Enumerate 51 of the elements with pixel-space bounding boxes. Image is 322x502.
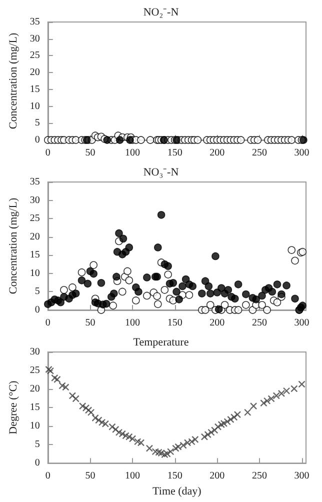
y-tick-label: 35	[30, 16, 40, 28]
x-tick-label: 150	[167, 470, 182, 482]
y-axis-title: Degree (°C)	[8, 380, 20, 434]
y-tick-label: 15	[30, 84, 40, 95]
y-tick-label: 20	[30, 231, 40, 242]
x-tick-label: 100	[125, 148, 140, 158]
y-axis-title: Concentration (mg/L)	[8, 32, 20, 130]
y-tick-label: 25	[30, 50, 40, 62]
y-tick-label: 15	[30, 250, 40, 261]
y-tick-label: 0	[34, 134, 40, 146]
x-tick-label: 0	[45, 318, 50, 328]
y-tick-label: 30	[30, 194, 40, 206]
x-tick-label: 250	[252, 318, 267, 328]
y-tick-label: 25	[30, 365, 40, 376]
x-axis-title: Time (day)	[152, 486, 202, 498]
y-tick-label: 5	[34, 118, 40, 129]
y-tick-label: 5	[34, 439, 40, 450]
y-tick-label: 25	[30, 213, 40, 224]
y-tick-label: 10	[30, 420, 40, 432]
y-tick-label: 35	[30, 176, 40, 188]
y-tick-label: 20	[30, 67, 40, 78]
y-tick-label: 10	[30, 100, 40, 112]
x-tick-label: 100	[125, 318, 140, 328]
x-tick-label: 200	[210, 148, 225, 158]
y-tick-label: 15	[30, 402, 40, 414]
x-tick-label: 200	[210, 470, 225, 482]
x-tick-label: 100	[125, 470, 140, 482]
y-tick-label: 0	[34, 458, 40, 469]
x-tick-label: 250	[252, 470, 267, 482]
y-tick-label: 5	[34, 286, 40, 298]
y-axis-title: Concentration (mg/L)	[8, 198, 20, 294]
y-tick-label: 30	[30, 33, 40, 44]
x-tick-label: 200	[210, 318, 225, 328]
x-tick-label: 300	[294, 470, 310, 482]
x-tick-label: 150	[167, 318, 182, 328]
x-tick-label: 300	[294, 318, 310, 328]
x-tick-label: 150	[167, 148, 182, 158]
x-tick-label: 50	[85, 148, 96, 158]
x-tick-label: 300	[294, 148, 310, 158]
x-tick-label: 0	[45, 148, 50, 158]
x-tick-label: 250	[252, 148, 267, 158]
y-tick-label: 0	[34, 304, 40, 316]
y-tick-label: 10	[30, 268, 40, 279]
x-tick-label: 50	[85, 318, 96, 328]
x-tick-label: 50	[85, 470, 96, 482]
x-tick-label: 0	[45, 470, 50, 482]
chart-title: NO₂⁻-N	[143, 6, 179, 18]
y-tick-label: 30	[30, 346, 40, 358]
chart-title: NO₃⁻-N	[143, 166, 179, 178]
chart-title: Temperature	[133, 336, 189, 348]
y-tick-label: 20	[30, 384, 40, 395]
